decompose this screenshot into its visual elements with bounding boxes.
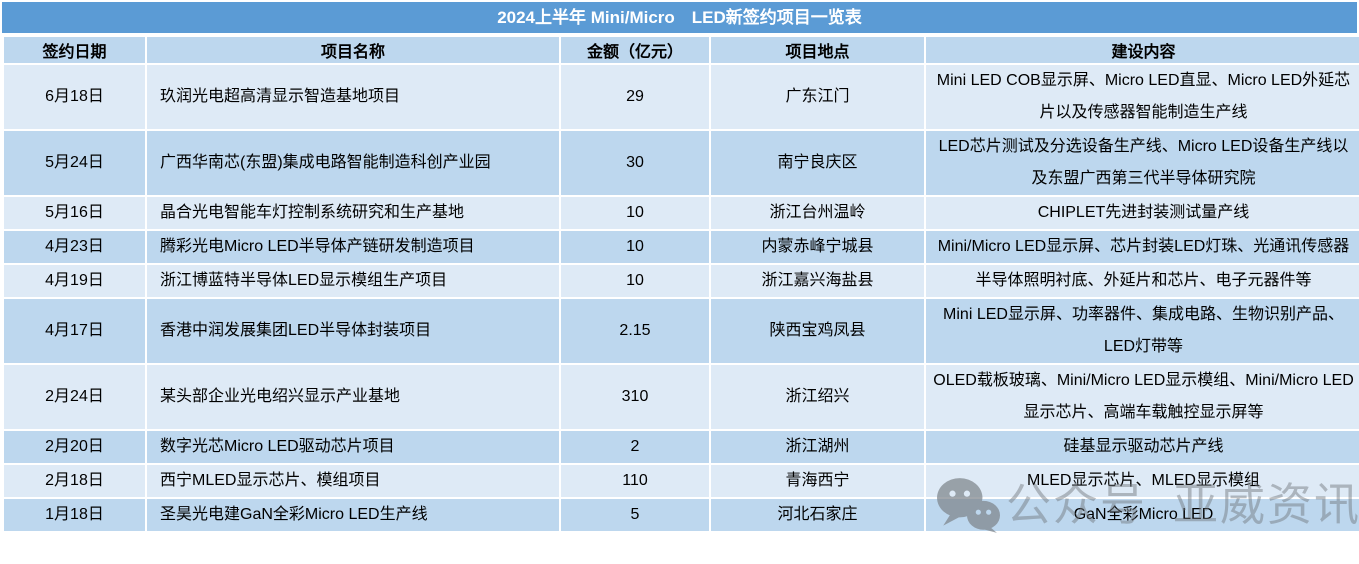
cell-amount: 10 [559,195,711,231]
cell-construction-content: Mini LED COB显示屏、Micro LED直显、Micro LED外延芯… [924,63,1359,131]
column-header-1: 项目名称 [145,35,561,65]
cell-construction-content: 半导体照明衬底、外延片和芯片、电子元器件等 [924,263,1359,299]
table-row: 2月24日 某头部企业光电绍兴显示产业基地 310 浙江绍兴 OLED载板玻璃、Mini… [2,363,1359,431]
cell-signing-date: 6月18日 [2,63,147,131]
cell-amount: 2 [559,429,711,465]
table-row: 4月19日 浙江博蓝特半导体LED显示模组生产项目 10 浙江嘉兴海盐县 半导体照明衬底… [2,263,1359,299]
column-header-2: 金额（亿元） [559,35,711,65]
cell-signing-date: 2月24日 [2,363,147,431]
cell-location: 内蒙赤峰宁城县 [709,229,926,265]
cell-signing-date: 1月18日 [2,497,147,533]
table-row: 4月17日 香港中润发展集团LED半导体封装项目 2.15 陕西宝鸡凤县 Mini LE… [2,297,1359,365]
cell-location: 浙江嘉兴海盐县 [709,263,926,299]
cell-amount: 30 [559,129,711,197]
cell-amount: 310 [559,363,711,431]
table-row: 5月24日 广西华南芯(东盟)集成电路智能制造科创产业园 30 南宁良庆区 LED芯片测… [2,129,1359,197]
cell-amount: 10 [559,263,711,299]
cell-location: 广东江门 [709,63,926,131]
table-row: 4月23日 腾彩光电Micro LED半导体产链研发制造项目 10 内蒙赤峰宁城县 Mi… [2,229,1359,265]
table-row: 2月20日 数字光芯Micro LED驱动芯片项目 2 浙江湖州 硅基显示驱动芯片产线 [2,429,1359,465]
cell-amount: 29 [559,63,711,131]
cell-signing-date: 5月24日 [2,129,147,197]
cell-project-name: 数字光芯Micro LED驱动芯片项目 [145,429,561,465]
cell-construction-content: 硅基显示驱动芯片产线 [924,429,1359,465]
header-row: 签约日期 项目名称 金额（亿元） 项目地点 建设内容 [2,35,1359,65]
cell-construction-content: OLED载板玻璃、Mini/Micro LED显示模组、Mini/Micro L… [924,363,1359,431]
cell-amount: 110 [559,463,711,499]
cell-project-name: 晶合光电智能车灯控制系统研究和生产基地 [145,195,561,231]
cell-project-name: 浙江博蓝特半导体LED显示模组生产项目 [145,263,561,299]
cell-construction-content: MLED显示芯片、MLED显示模组 [924,463,1359,499]
cell-signing-date: 5月16日 [2,195,147,231]
cell-project-name: 圣昊光电建GaN全彩Micro LED生产线 [145,497,561,533]
projects-table: 签约日期 项目名称 金额（亿元） 项目地点 建设内容 6月18日 玖润光电超高清显示智造基… [2,35,1359,533]
table-row: 1月18日 圣昊光电建GaN全彩Micro LED生产线 5 河北石家庄 GaN全彩Mi… [2,497,1359,533]
cell-location: 青海西宁 [709,463,926,499]
cell-construction-content: LED芯片测试及分选设备生产线、Micro LED设备生产线以及东盟广西第三代半… [924,129,1359,197]
table-row: 6月18日 玖润光电超高清显示智造基地项目 29 广东江门 Mini LED COB显示… [2,63,1359,131]
cell-construction-content: GaN全彩Micro LED [924,497,1359,533]
cell-location: 河北石家庄 [709,497,926,533]
cell-location: 陕西宝鸡凤县 [709,297,926,365]
cell-construction-content: Mini LED显示屏、功率器件、集成电路、生物识别产品、LED灯带等 [924,297,1359,365]
cell-location: 南宁良庆区 [709,129,926,197]
cell-signing-date: 4月19日 [2,263,147,299]
cell-project-name: 广西华南芯(东盟)集成电路智能制造科创产业园 [145,129,561,197]
column-header-4: 建设内容 [924,35,1359,65]
cell-location: 浙江绍兴 [709,363,926,431]
column-header-0: 签约日期 [2,35,147,65]
cell-amount: 2.15 [559,297,711,365]
cell-project-name: 香港中润发展集团LED半导体封装项目 [145,297,561,365]
cell-signing-date: 2月18日 [2,463,147,499]
column-header-3: 项目地点 [709,35,926,65]
cell-signing-date: 4月23日 [2,229,147,265]
cell-project-name: 腾彩光电Micro LED半导体产链研发制造项目 [145,229,561,265]
table-body: 6月18日 玖润光电超高清显示智造基地项目 29 广东江门 Mini LED COB显示… [2,63,1359,533]
cell-signing-date: 2月20日 [2,429,147,465]
table-row: 2月18日 西宁MLED显示芯片、模组项目 110 青海西宁 MLED显示芯片、MLED… [2,463,1359,499]
cell-project-name: 西宁MLED显示芯片、模组项目 [145,463,561,499]
cell-location: 浙江湖州 [709,429,926,465]
page-title: 2024上半年 Mini/Micro LED新签约项目一览表 [2,2,1357,33]
cell-location: 浙江台州温岭 [709,195,926,231]
cell-project-name: 某头部企业光电绍兴显示产业基地 [145,363,561,431]
cell-construction-content: CHIPLET先进封装测试量产线 [924,195,1359,231]
cell-project-name: 玖润光电超高清显示智造基地项目 [145,63,561,131]
cell-signing-date: 4月17日 [2,297,147,365]
cell-amount: 10 [559,229,711,265]
cell-construction-content: Mini/Micro LED显示屏、芯片封装LED灯珠、光通讯传感器 [924,229,1359,265]
cell-amount: 5 [559,497,711,533]
table-row: 5月16日 晶合光电智能车灯控制系统研究和生产基地 10 浙江台州温岭 CHIPLET先… [2,195,1359,231]
